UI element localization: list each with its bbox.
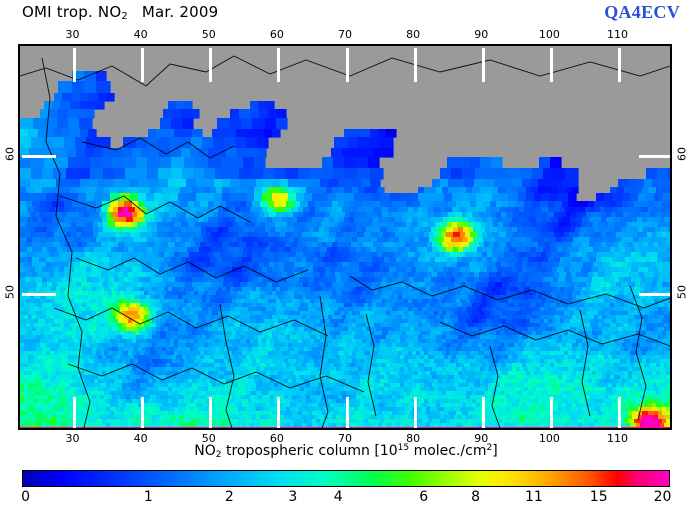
- colorbar-tick-20: 20: [653, 489, 672, 505]
- colorbar-tick-2: 2: [224, 489, 234, 505]
- caption-exponent-2: 2: [486, 443, 493, 453]
- plot-tick-lon-80-top: [413, 48, 417, 82]
- plot-tick-lon-40-bottom: [141, 397, 145, 428]
- longitude-tick-70: 70: [338, 28, 352, 41]
- caption-no: NO: [194, 443, 216, 459]
- title-period: Mar. 2009: [141, 3, 219, 21]
- coastline-path-8: [319, 295, 329, 428]
- latitude-tick-50: 50: [3, 285, 16, 300]
- no2-column-heatmap: [20, 55, 670, 428]
- colorbar-tick-6: 6: [419, 489, 429, 505]
- coastline-path-14: [629, 285, 647, 421]
- longitude-tick-80: 80: [406, 28, 421, 41]
- plot-tick-lon-70-bottom: [345, 397, 349, 428]
- coastline-path-13: [579, 309, 591, 417]
- coastline-path-5: [53, 307, 329, 337]
- plot-tick-lon-110-top: [618, 48, 621, 82]
- colorbar-tick-8: 8: [471, 489, 481, 505]
- longitude-axis-top: 30 40 50 60 70 80 90 100 110: [18, 28, 672, 42]
- plot-tick-lon-80-bottom: [413, 397, 417, 428]
- longitude-tick-30: 30: [65, 432, 80, 445]
- plot-tick-lon-100-top: [549, 48, 553, 82]
- title-subscript: 2: [121, 11, 128, 22]
- longitude-tick-40: 40: [133, 28, 148, 41]
- coastline-path-3: [59, 195, 251, 223]
- coastline-path-0: [20, 55, 670, 87]
- plot-tick-lon-70-top: [345, 48, 349, 82]
- plot-tick-lon-50-top: [209, 48, 213, 82]
- colorbar-tick-0: 0: [21, 489, 31, 505]
- longitude-tick-70: 70: [338, 432, 352, 445]
- coastline-path-12: [489, 345, 501, 428]
- caption-rest: tropospheric column [10: [221, 443, 398, 459]
- caption-close: ]: [492, 443, 498, 459]
- colorbar-tick-11: 11: [524, 489, 543, 505]
- latitude-tick-50: 50: [675, 285, 688, 300]
- figure-title: OMI trop. NO2 Mar. 2009: [22, 3, 218, 22]
- longitude-tick-90: 90: [474, 432, 489, 445]
- caption-exponent: 15: [397, 443, 410, 453]
- coastline-path-1: [41, 57, 91, 428]
- longitude-tick-50: 50: [201, 28, 216, 41]
- plot-tick-lat-60-left: [22, 154, 56, 158]
- latitude-tick-60: 60: [675, 147, 688, 162]
- plot-tick-lon-30-top: [73, 48, 76, 82]
- coastline-path-7: [219, 303, 235, 428]
- latitude-axis-right: 60 50: [673, 44, 690, 430]
- coastline-path-2: [81, 137, 235, 159]
- coastline-path-9: [349, 275, 670, 309]
- longitude-tick-60: 60: [269, 28, 284, 41]
- colorbar-tick-1: 1: [143, 489, 153, 505]
- coastline-path-4: [75, 257, 309, 283]
- longitude-tick-60: 60: [269, 432, 284, 445]
- plot-tick-lat-60-right: [639, 154, 670, 158]
- plot-tick-lon-110-bottom: [618, 397, 621, 428]
- colorbar-tick-3: 3: [288, 489, 298, 505]
- title-instrument: OMI trop. NO: [22, 3, 122, 21]
- longitude-tick-30: 30: [65, 28, 80, 41]
- plot-tick-lon-90-bottom: [481, 397, 485, 428]
- plot-tick-lat-50-right: [639, 292, 670, 296]
- longitude-tick-80: 80: [406, 432, 421, 445]
- longitude-tick-110: 110: [607, 28, 628, 41]
- longitude-tick-100: 100: [538, 28, 560, 41]
- colorbar-tick-labels: 0 1 2 3 4 6 8 11 15 20: [21, 489, 672, 505]
- coastline-path-11: [439, 321, 670, 347]
- colorbar-tick-15: 15: [589, 489, 608, 505]
- longitude-tick-110: 110: [607, 432, 628, 445]
- longitude-tick-100: 100: [538, 432, 560, 445]
- longitude-tick-40: 40: [133, 432, 148, 445]
- latitude-tick-60: 60: [3, 147, 16, 162]
- caption-sub: 2: [215, 450, 222, 460]
- longitude-tick-90: 90: [474, 28, 489, 41]
- coastline-path-6: [67, 363, 365, 393]
- plot-tick-lon-60-top: [277, 48, 281, 82]
- colorbar-tick-4: 4: [333, 489, 343, 505]
- map-plot-area: [18, 44, 672, 430]
- plot-tick-lon-60-bottom: [277, 397, 281, 428]
- caption-tail: molec./cm: [409, 443, 487, 459]
- plot-tick-lon-50-bottom: [209, 397, 213, 428]
- longitude-tick-50: 50: [201, 432, 216, 445]
- colorbar-gradient: [22, 470, 670, 487]
- longitude-axis-bottom: 30 40 50 60 70 80 90 100 110: [18, 432, 672, 446]
- plot-tick-lon-90-top: [481, 48, 485, 82]
- colorbar-caption: NO2 tropospheric column [1015 molec./cm2…: [0, 443, 692, 460]
- plot-tick-lat-50-left: [22, 292, 56, 296]
- latitude-axis-left: 60 50: [1, 44, 18, 430]
- plot-tick-lon-40-top: [141, 48, 145, 82]
- plot-tick-lon-100-bottom: [549, 397, 553, 428]
- qa4ecv-logo: QA4ECV: [604, 2, 680, 22]
- coastline-path-10: [365, 313, 377, 417]
- plot-tick-lon-30-bottom: [73, 397, 76, 428]
